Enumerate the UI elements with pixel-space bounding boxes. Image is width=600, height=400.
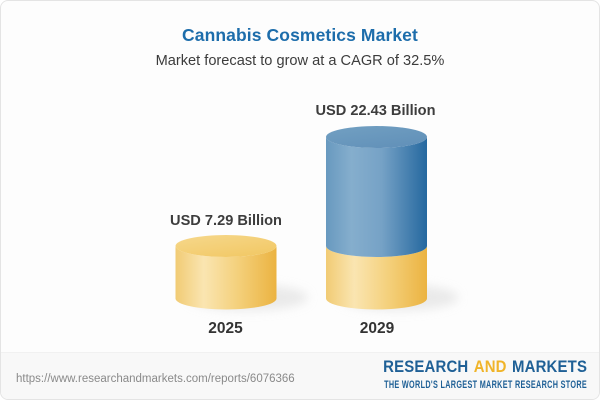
value-label-2029: USD 22.43 Billion: [315, 102, 436, 119]
chart-subtitle: Market forecast to grow at a CAGR of 32.…: [155, 53, 445, 69]
footer-bar: https://www.researchandmarkets.com/repor…: [1, 352, 599, 399]
axis-label-2025: 2025: [208, 319, 243, 337]
logo-word-markets: MARKETS: [511, 357, 587, 376]
logo-word-research: RESEARCH: [383, 357, 469, 376]
logo-word-and: AND: [473, 357, 507, 376]
logo-tagline: THE WORLD'S LARGEST MARKET RESEARCH STOR…: [384, 378, 587, 391]
report-url[interactable]: https://www.researchandmarkets.com/repor…: [16, 373, 295, 385]
chart-title: Cannabis Cosmetics Market: [182, 25, 418, 45]
chart-area: USD 7.29 Billion USD 22.43 Billion 2025 …: [1, 1, 599, 354]
axis-label-2029: 2029: [359, 319, 395, 337]
cylinder-bar-chart: [175, 126, 459, 311]
value-label-2025: USD 7.29 Billion: [170, 212, 282, 229]
logo-wordmark: RESEARCH AND MARKETS: [383, 358, 587, 375]
